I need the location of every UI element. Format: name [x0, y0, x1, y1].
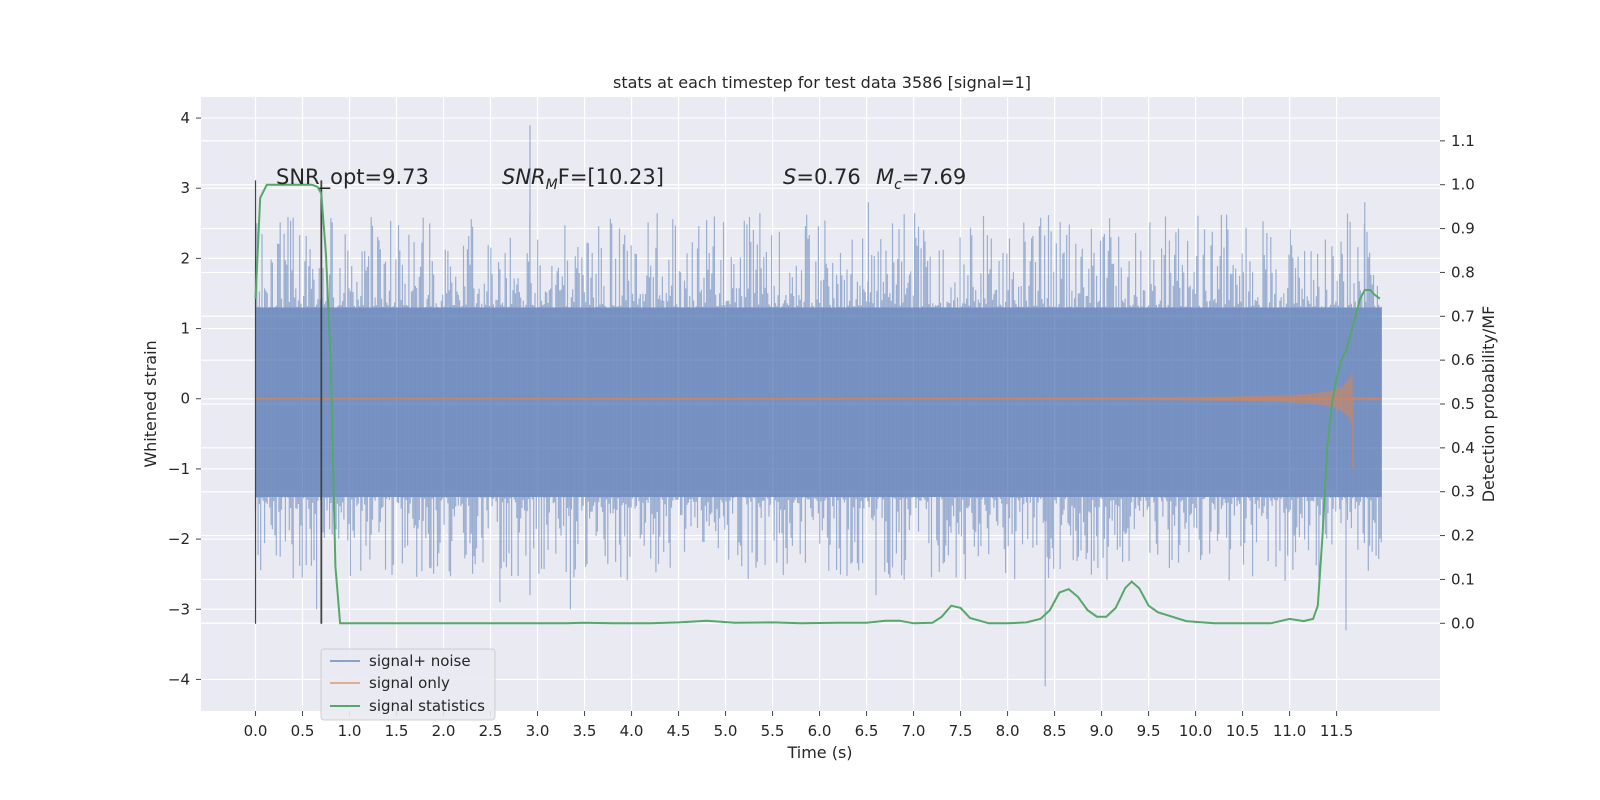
y-tick-label-right: 1.1	[1451, 132, 1475, 150]
x-tick-label: 10.0	[1179, 722, 1212, 740]
y-tick-label-right: 0.7	[1451, 307, 1475, 325]
y-tick-label-left: 1	[180, 320, 190, 338]
y-ticks-left: −4 −3 −2 −1 0 1 2 3 4	[168, 109, 201, 688]
legend-label-signal-statistics: signal statistics	[369, 697, 485, 715]
x-tick-label: 6.5	[855, 722, 879, 740]
x-tick-label: 8.0	[996, 722, 1020, 740]
y-tick-label-left: 2	[180, 249, 190, 267]
y-tick-label-right: 0.0	[1451, 614, 1475, 632]
x-tick-label: 7.0	[902, 722, 926, 740]
x-tick-label: 3.5	[573, 722, 597, 740]
x-tick-label: 9.5	[1137, 722, 1161, 740]
chart-title: stats at each timestep for test data 358…	[613, 73, 1031, 92]
y-tick-label-right: 0.2	[1451, 527, 1475, 545]
y-axis-label-right: Detection probability/MF	[1479, 306, 1498, 503]
annotation-snr-opt: SNR_opt=9.73	[276, 165, 429, 190]
signal-noise-series	[254, 125, 1382, 687]
y-tick-label-right: 0.9	[1451, 220, 1475, 238]
x-tick-label: 4.0	[620, 722, 644, 740]
y-tick-label-left: −3	[168, 600, 190, 618]
legend-label-signal-noise: signal+ noise	[369, 652, 471, 670]
x-tick-label: 3.0	[526, 722, 550, 740]
y-tick-label-right: 0.4	[1451, 439, 1475, 457]
legend-box	[320, 648, 496, 721]
x-tick-label: 6.0	[808, 722, 832, 740]
x-tick-label: 11.0	[1273, 722, 1306, 740]
x-tick-label: 11.5	[1320, 722, 1353, 740]
x-tick-label: 2.0	[432, 722, 456, 740]
annotation-mc: Mc=7.69	[876, 165, 966, 193]
annotation-s: S=0.76	[783, 165, 861, 189]
y-tick-label-left: −2	[168, 530, 190, 548]
signal-statistics-series	[254, 183, 1381, 625]
y-tick-label-left: −4	[168, 670, 190, 688]
statistics-line	[254, 183, 1381, 625]
x-tick-label: 1.5	[385, 722, 409, 740]
x-ticks: 0.0 0.5 1.0 1.5 2.0 2.5 3.0 3.5 4.0 4.5 5.0 5.5 6.0 6…	[244, 711, 1353, 740]
legend: signal+ noise signal only signal statist…	[320, 648, 496, 721]
y-tick-label-right: 0.5	[1451, 395, 1475, 413]
x-tick-label: 0.5	[291, 722, 315, 740]
y-axis-label-left: Whitened strain	[141, 340, 160, 467]
x-tick-label: 5.0	[714, 722, 738, 740]
x-tick-label: 9.0	[1090, 722, 1114, 740]
y-tick-label-right: 0.1	[1451, 570, 1475, 588]
y-ticks-right: 0.0 0.1 0.2 0.3 0.4 0.5 0.6 0.7 0.8 0.9 1.0 1.1	[1440, 132, 1475, 632]
y-tick-label-right: 0.6	[1451, 351, 1475, 369]
y-tick-label-right: 0.8	[1451, 263, 1475, 281]
y-tick-label-left: 3	[180, 179, 190, 197]
y-tick-label-right: 0.3	[1451, 483, 1475, 501]
x-tick-label: 5.5	[761, 722, 785, 740]
y-tick-label-left: −1	[168, 460, 190, 478]
x-axis-label: Time (s)	[786, 743, 852, 762]
vertical-markers	[254, 180, 323, 624]
annotation-snr-mf: SNRMF=[10.23]	[502, 165, 664, 193]
y-tick-label-left: 0	[180, 390, 190, 408]
legend-label-signal-only: signal only	[369, 674, 450, 692]
x-tick-label: 1.0	[338, 722, 362, 740]
y-tick-label-right: 1.0	[1451, 176, 1475, 194]
x-tick-label: 10.5	[1226, 722, 1259, 740]
x-tick-label: 7.5	[949, 722, 973, 740]
x-tick-label: 2.5	[479, 722, 503, 740]
x-tick-label: 4.5	[667, 722, 691, 740]
x-tick-label: 0.0	[244, 722, 268, 740]
x-tick-label: 8.5	[1043, 722, 1067, 740]
y-tick-label-left: 4	[180, 109, 190, 127]
